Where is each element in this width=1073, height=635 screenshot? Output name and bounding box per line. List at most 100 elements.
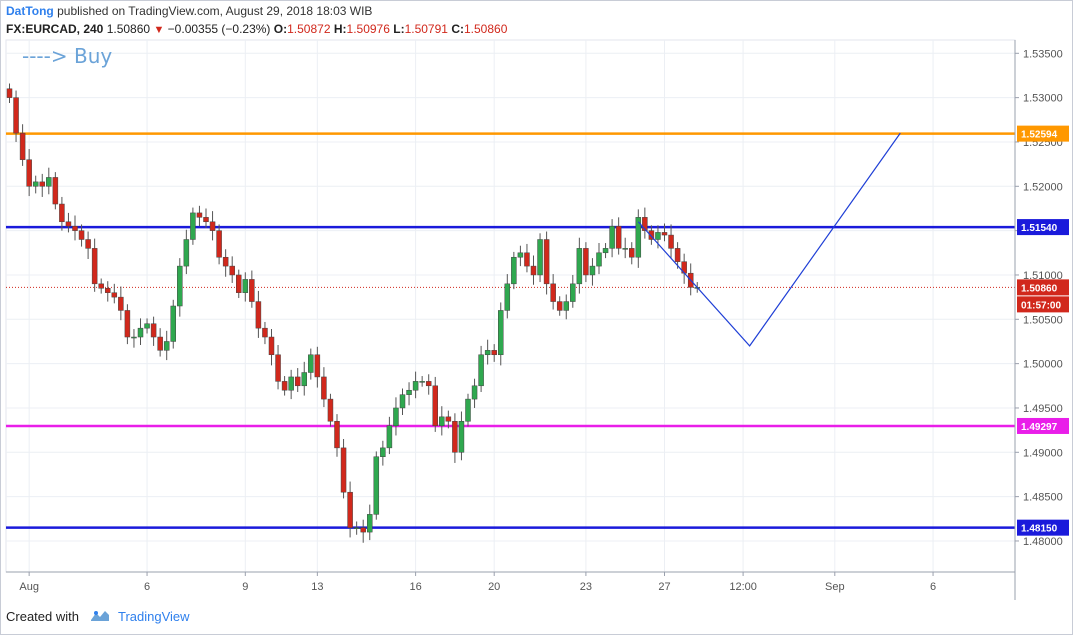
candle-body [629,248,635,258]
tradingview-link[interactable]: TradingView [118,609,190,624]
tradingview-logo-icon [89,609,111,626]
candle-body [301,372,307,387]
candle-body [570,283,576,302]
low-value: 1.50791 [404,22,448,36]
ohlc-legend: FX:EURCAD, 240 1.50860 ▼ −0.00355 (−0.23… [6,22,507,36]
candle-body [583,248,589,276]
candle-body [72,225,78,231]
time-tick-label: 12:00 [729,581,757,593]
candle-body [46,177,52,187]
candle-body [445,416,452,422]
level-tag [1017,125,1069,142]
candle-body [124,310,131,338]
high-label: H: [333,22,347,36]
last-price: 1.50860 [106,22,151,36]
candle-body [367,514,373,533]
candle-body [498,310,504,356]
candle-body [98,283,104,289]
candle-body [19,132,26,160]
candle-body [511,256,517,285]
created-with-text: Created with [6,609,79,624]
candle-body [576,248,583,285]
price-tick-label: 1.49000 [1023,447,1063,459]
time-tick-label: Sep [825,581,845,593]
candle-body [615,225,622,249]
candle-body [209,221,216,231]
candle-body [399,394,406,409]
candle-body [196,212,203,218]
level-tag-label: 1.51540 [1021,223,1058,234]
candle-body [177,265,183,307]
candle-body [229,265,235,276]
time-tick-label: 27 [658,581,670,593]
footer: Created with TradingView [6,609,190,626]
time-tick-label: 20 [488,581,500,593]
candle-body [216,230,222,258]
candle-body [281,381,288,391]
candle-body [412,381,419,391]
price-tick-label: 1.50000 [1023,359,1063,371]
low-label: L: [393,22,405,36]
candle-body [439,416,445,426]
candle-body [340,447,347,493]
candle-body [491,350,497,356]
candle-body [222,256,229,267]
candle-body [59,203,65,223]
horizontal-levels [6,132,1015,529]
candle-body [458,421,465,453]
price-tick-label: 1.48500 [1023,492,1063,504]
price-tick-label: 1.51000 [1023,270,1063,282]
candle-body [648,230,655,240]
candle-body [13,97,19,134]
candle-body [432,385,438,426]
level-tag-label: 1.48150 [1021,524,1058,535]
countdown-tag-label: 01:57:00 [1021,300,1061,311]
candle-body [609,225,615,249]
time-tick-label: 23 [580,581,592,593]
candle-body [589,265,596,276]
candle-body [32,181,39,187]
candle-body [380,447,386,457]
candle-body [78,230,85,240]
candle-body [249,279,255,302]
candle-body [190,212,196,240]
time-tick-label: 9 [242,581,248,593]
level-tag-label: 1.49297 [1021,422,1058,433]
candle-body [452,421,458,453]
candle-body [504,283,511,311]
price-tick-label: 1.50500 [1023,314,1063,326]
candle-body [635,217,642,258]
candle-body [137,327,144,338]
candle-body [530,265,537,276]
candle-body [602,248,609,254]
candle-body [334,421,340,449]
candle-body [157,336,163,351]
candle-body [294,376,301,387]
plot-area [5,39,1016,573]
buy-annotation[interactable]: ----> Buy [22,44,113,68]
projection-path[interactable] [637,132,901,347]
candle-body [406,389,412,395]
candle-body [353,527,360,529]
author-link[interactable]: DatTong [6,4,54,18]
grid [5,39,1016,573]
time-tick-label: 13 [311,581,323,593]
price-tick-label: 1.49500 [1023,403,1063,415]
candle-body [111,292,118,298]
current-price-tag-label: 1.50860 [1021,283,1058,294]
candle-body [288,376,294,391]
candle-body [655,232,661,240]
high-value: 1.50976 [346,22,390,36]
candle-body [550,283,556,302]
symbol-label[interactable]: FX:EURCAD, 240 [6,22,104,36]
price-tick-label: 1.53500 [1023,48,1063,60]
candle-body [425,381,432,387]
candle-body [386,425,393,449]
candle-body [203,217,209,223]
candles [6,83,700,543]
candle-body [242,279,249,293]
candle-body [52,177,59,205]
candle-body [484,350,491,356]
